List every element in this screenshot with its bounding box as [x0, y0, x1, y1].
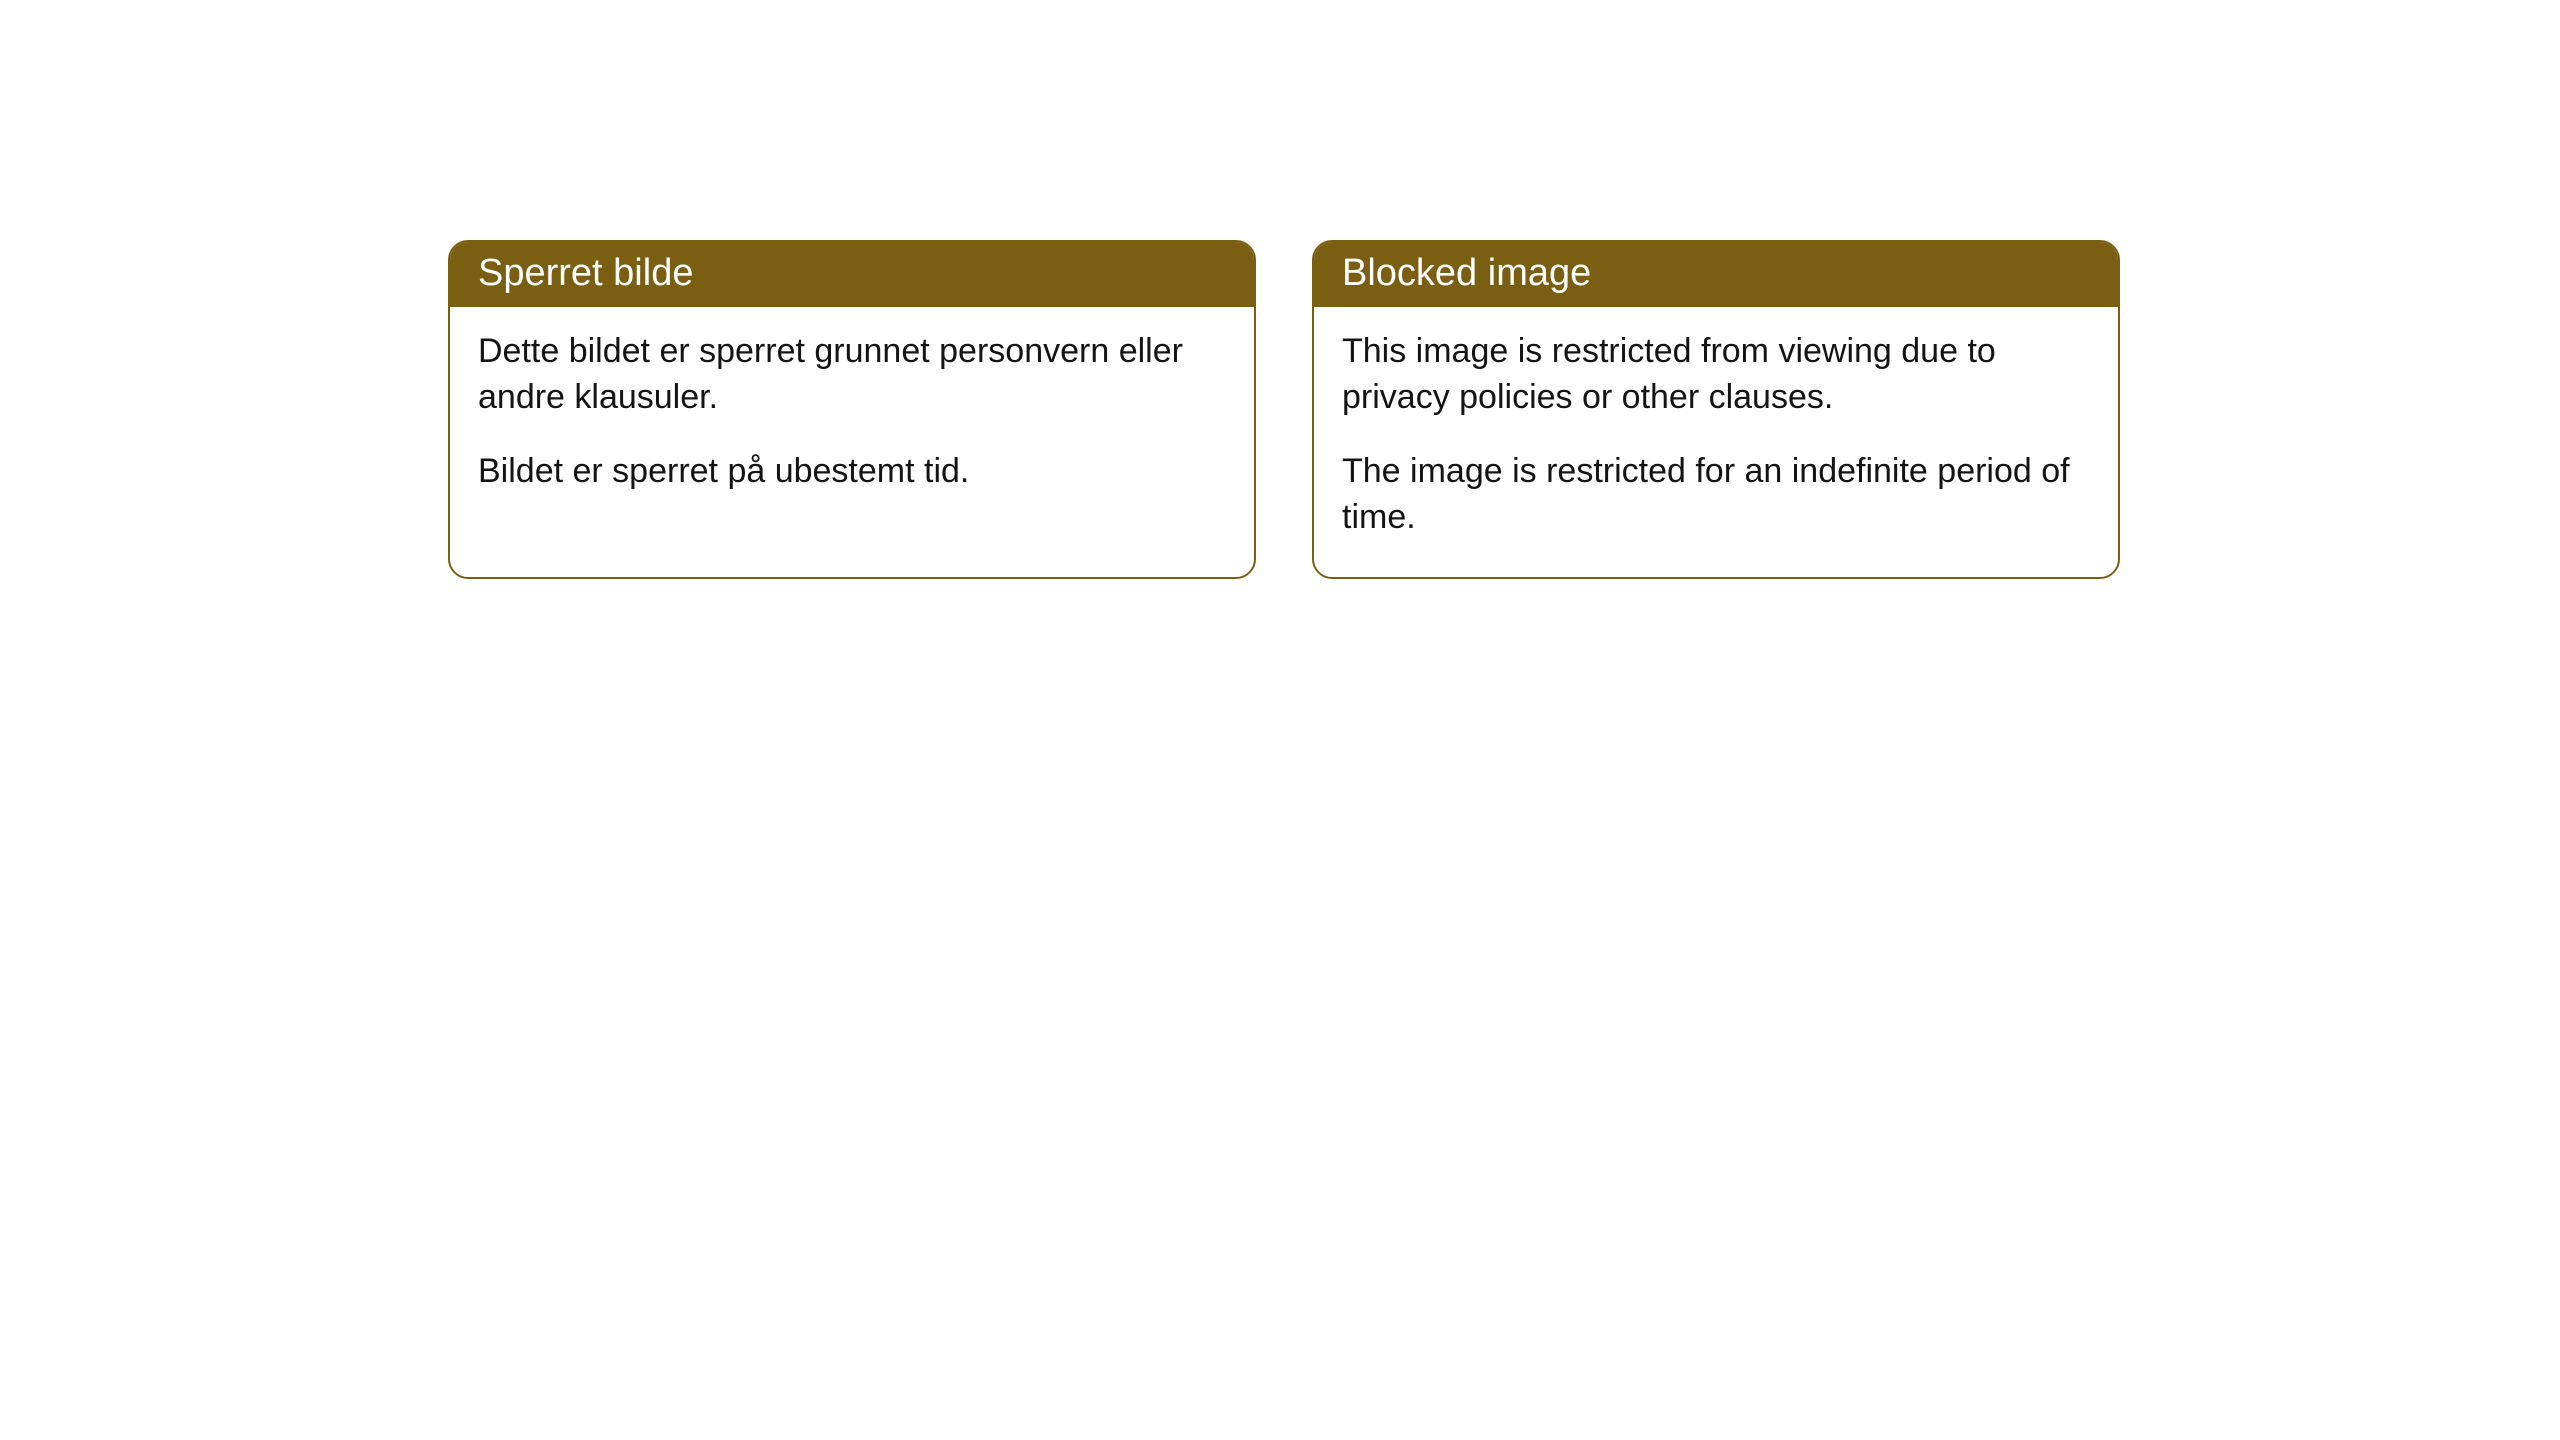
- card-header-norwegian: Sperret bilde: [450, 242, 1254, 307]
- notice-paragraph: This image is restricted from viewing du…: [1342, 329, 2090, 421]
- blocked-image-card-english: Blocked image This image is restricted f…: [1312, 240, 2120, 579]
- blocked-image-card-norwegian: Sperret bilde Dette bildet er sperret gr…: [448, 240, 1256, 579]
- notice-paragraph: The image is restricted for an indefinit…: [1342, 449, 2090, 541]
- card-body-english: This image is restricted from viewing du…: [1314, 307, 2118, 577]
- notice-paragraph: Bildet er sperret på ubestemt tid.: [478, 449, 1226, 495]
- notice-paragraph: Dette bildet er sperret grunnet personve…: [478, 329, 1226, 421]
- notice-cards-container: Sperret bilde Dette bildet er sperret gr…: [448, 240, 2120, 579]
- card-header-english: Blocked image: [1314, 242, 2118, 307]
- card-body-norwegian: Dette bildet er sperret grunnet personve…: [450, 307, 1254, 531]
